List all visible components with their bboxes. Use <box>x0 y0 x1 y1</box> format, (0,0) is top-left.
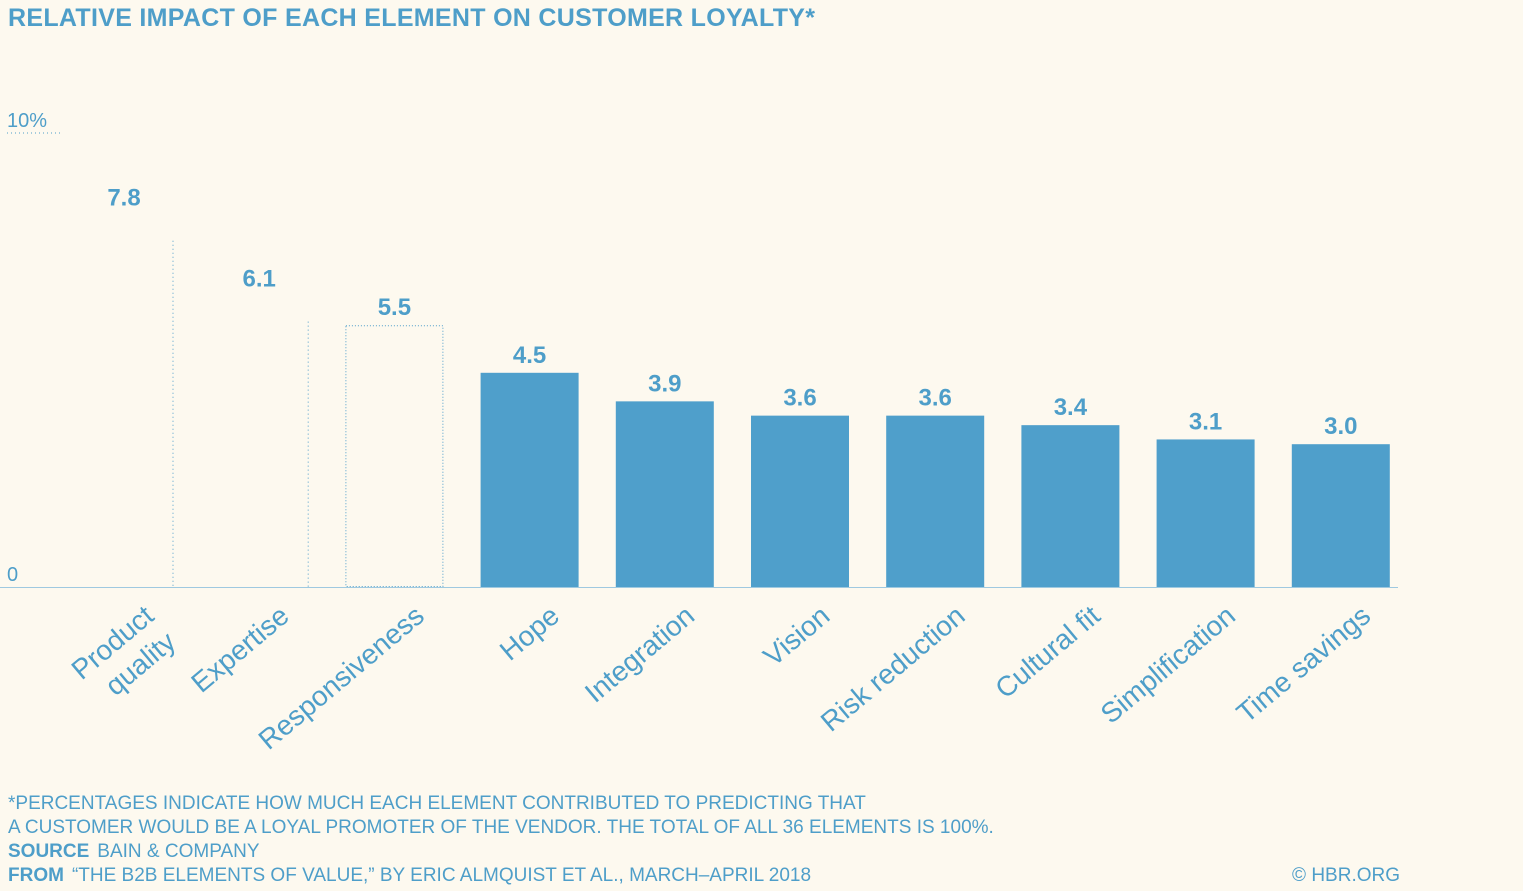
value-label-7: 3.4 <box>1054 394 1088 421</box>
category-label-line: Integration <box>579 600 700 709</box>
footnote-line-2: A CUSTOMER WOULD BE A LOYAL PROMOTER OF … <box>8 817 994 838</box>
category-label-3: Hope <box>494 600 565 667</box>
bar-7 <box>1021 425 1120 587</box>
category-label-5: Vision <box>757 600 835 672</box>
footnote-line-1: *PERCENTAGES INDICATE HOW MUCH EACH ELEM… <box>8 793 866 814</box>
category-label-line: Vision <box>757 600 835 672</box>
category-label-line: Simplification <box>1095 600 1241 730</box>
category-label-line: Hope <box>494 600 565 667</box>
from-text: “THE B2B ELEMENTS OF VALUE,” BY ERIC ALM… <box>71 865 812 886</box>
value-label-8: 3.1 <box>1189 408 1222 435</box>
chart-title: RELATIVE IMPACT OF EACH ELEMENT ON CUSTO… <box>8 4 816 32</box>
y-tick-label-0: 0 <box>7 564 18 586</box>
category-label-line: Expertise <box>185 600 294 699</box>
bar-6 <box>886 415 985 587</box>
source-line: SOURCE BAIN & COMPANY <box>8 840 994 864</box>
category-label-9: Time savings <box>1231 600 1376 729</box>
bar-3 <box>480 372 579 587</box>
y-tick-label-10: 10% <box>7 110 47 132</box>
value-label-1: 6.1 <box>243 266 276 293</box>
from-label: FROM <box>8 865 64 886</box>
bar-8 <box>1156 439 1255 587</box>
category-label-line: Time savings <box>1231 600 1376 729</box>
category-label-line: Cultural fit <box>989 599 1106 704</box>
credit-hbr: © HBR.ORG <box>1292 865 1400 886</box>
category-label-line: Risk reduction <box>815 600 971 738</box>
value-label-5: 3.6 <box>783 385 816 412</box>
from-line: FROM “THE B2B ELEMENTS OF VALUE,” BY ERIC… <box>8 864 994 888</box>
value-label-6: 3.6 <box>919 385 952 412</box>
bar-5 <box>751 415 849 587</box>
value-label-3: 4.5 <box>513 342 546 369</box>
category-label-8: Simplification <box>1095 600 1241 730</box>
bar-4 <box>615 401 714 587</box>
bar-2 <box>345 325 444 587</box>
footnote: *PERCENTAGES INDICATE HOW MUCH EACH ELEM… <box>8 792 994 888</box>
source-label: SOURCE <box>8 841 90 862</box>
value-label-2: 5.5 <box>378 294 411 321</box>
category-label-6: Risk reduction <box>815 600 971 738</box>
category-label-7: Cultural fit <box>989 599 1106 704</box>
value-label-0: 7.8 <box>107 185 140 212</box>
bar-9 <box>1291 444 1390 587</box>
source-text: BAIN & COMPANY <box>97 841 260 862</box>
category-label-4: Integration <box>579 600 700 709</box>
category-label-1: Expertise <box>185 600 294 699</box>
category-label-0: Productquality <box>66 599 182 711</box>
value-label-4: 3.9 <box>648 370 681 397</box>
value-label-9: 3.0 <box>1324 413 1357 440</box>
